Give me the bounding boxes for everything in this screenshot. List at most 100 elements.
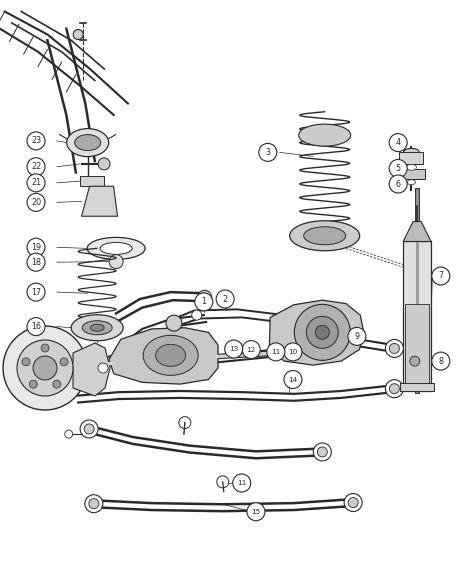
Text: 21: 21 [31, 178, 41, 187]
Text: 10: 10 [288, 349, 298, 355]
Text: 8: 8 [438, 356, 443, 366]
Polygon shape [73, 343, 110, 396]
Polygon shape [82, 186, 118, 216]
Circle shape [385, 380, 403, 398]
Circle shape [306, 316, 338, 348]
Ellipse shape [408, 180, 415, 185]
Circle shape [80, 420, 98, 438]
Polygon shape [269, 300, 364, 365]
Text: 13: 13 [229, 346, 238, 352]
Bar [400, 384, 434, 392]
Circle shape [84, 424, 94, 434]
Bar [403, 242, 431, 392]
Circle shape [284, 343, 302, 361]
Text: 11: 11 [237, 480, 246, 486]
Circle shape [259, 143, 277, 162]
Circle shape [73, 29, 83, 40]
Circle shape [27, 238, 45, 256]
Circle shape [389, 159, 407, 178]
Circle shape [216, 290, 234, 308]
Text: 1: 1 [201, 297, 206, 306]
Circle shape [98, 363, 108, 373]
Circle shape [242, 340, 260, 359]
Circle shape [317, 447, 328, 457]
Text: 6: 6 [396, 179, 401, 189]
Circle shape [432, 267, 450, 285]
Bar [400, 152, 423, 164]
Circle shape [3, 326, 87, 410]
Text: 2: 2 [223, 294, 228, 304]
Ellipse shape [82, 321, 112, 335]
Circle shape [389, 175, 407, 193]
Ellipse shape [143, 335, 198, 375]
Circle shape [98, 158, 110, 170]
Circle shape [294, 304, 350, 361]
Circle shape [27, 174, 45, 192]
Ellipse shape [403, 148, 419, 156]
Text: 18: 18 [31, 258, 41, 267]
Circle shape [217, 476, 229, 488]
Circle shape [29, 380, 37, 388]
Circle shape [17, 340, 73, 396]
Text: 9: 9 [355, 332, 359, 341]
Ellipse shape [299, 124, 351, 146]
Circle shape [89, 499, 99, 509]
Text: 3: 3 [265, 148, 270, 157]
Circle shape [27, 253, 45, 271]
Circle shape [27, 158, 45, 176]
Text: 23: 23 [31, 136, 41, 145]
Text: 7: 7 [438, 271, 443, 281]
Circle shape [27, 132, 45, 150]
Circle shape [247, 503, 265, 521]
Text: 15: 15 [251, 509, 261, 515]
Polygon shape [109, 328, 218, 384]
Circle shape [27, 283, 45, 301]
Ellipse shape [290, 221, 360, 251]
Bar [405, 304, 429, 386]
Circle shape [195, 293, 213, 311]
Circle shape [389, 343, 400, 354]
Circle shape [348, 327, 366, 346]
Circle shape [27, 193, 45, 212]
Circle shape [348, 497, 358, 508]
Text: 11: 11 [271, 349, 281, 355]
Text: 19: 19 [31, 243, 41, 252]
Circle shape [166, 315, 182, 331]
Circle shape [65, 430, 73, 438]
Ellipse shape [406, 164, 417, 170]
Circle shape [225, 340, 243, 358]
Text: 20: 20 [31, 198, 41, 207]
Ellipse shape [155, 344, 186, 366]
Circle shape [41, 344, 49, 352]
Ellipse shape [71, 315, 123, 341]
Circle shape [53, 380, 61, 388]
Text: 12: 12 [246, 347, 256, 352]
Text: 14: 14 [288, 377, 298, 382]
Circle shape [179, 417, 191, 428]
Ellipse shape [87, 237, 145, 259]
Circle shape [233, 474, 251, 492]
Circle shape [22, 358, 30, 366]
Circle shape [432, 352, 450, 370]
Circle shape [306, 315, 322, 331]
Circle shape [389, 384, 400, 394]
Circle shape [344, 493, 362, 512]
Circle shape [284, 370, 302, 389]
Bar [81, 176, 104, 186]
Text: 22: 22 [31, 162, 41, 171]
Ellipse shape [75, 135, 100, 151]
Circle shape [313, 443, 331, 461]
Circle shape [191, 310, 202, 320]
Circle shape [389, 133, 407, 152]
Polygon shape [403, 221, 431, 242]
Circle shape [109, 255, 123, 269]
Circle shape [198, 290, 212, 304]
Circle shape [385, 339, 403, 358]
Circle shape [85, 494, 103, 513]
Text: 17: 17 [31, 288, 41, 297]
Ellipse shape [100, 243, 132, 254]
Circle shape [267, 343, 285, 361]
Text: 4: 4 [396, 138, 401, 147]
Circle shape [60, 358, 68, 366]
Circle shape [27, 317, 45, 336]
